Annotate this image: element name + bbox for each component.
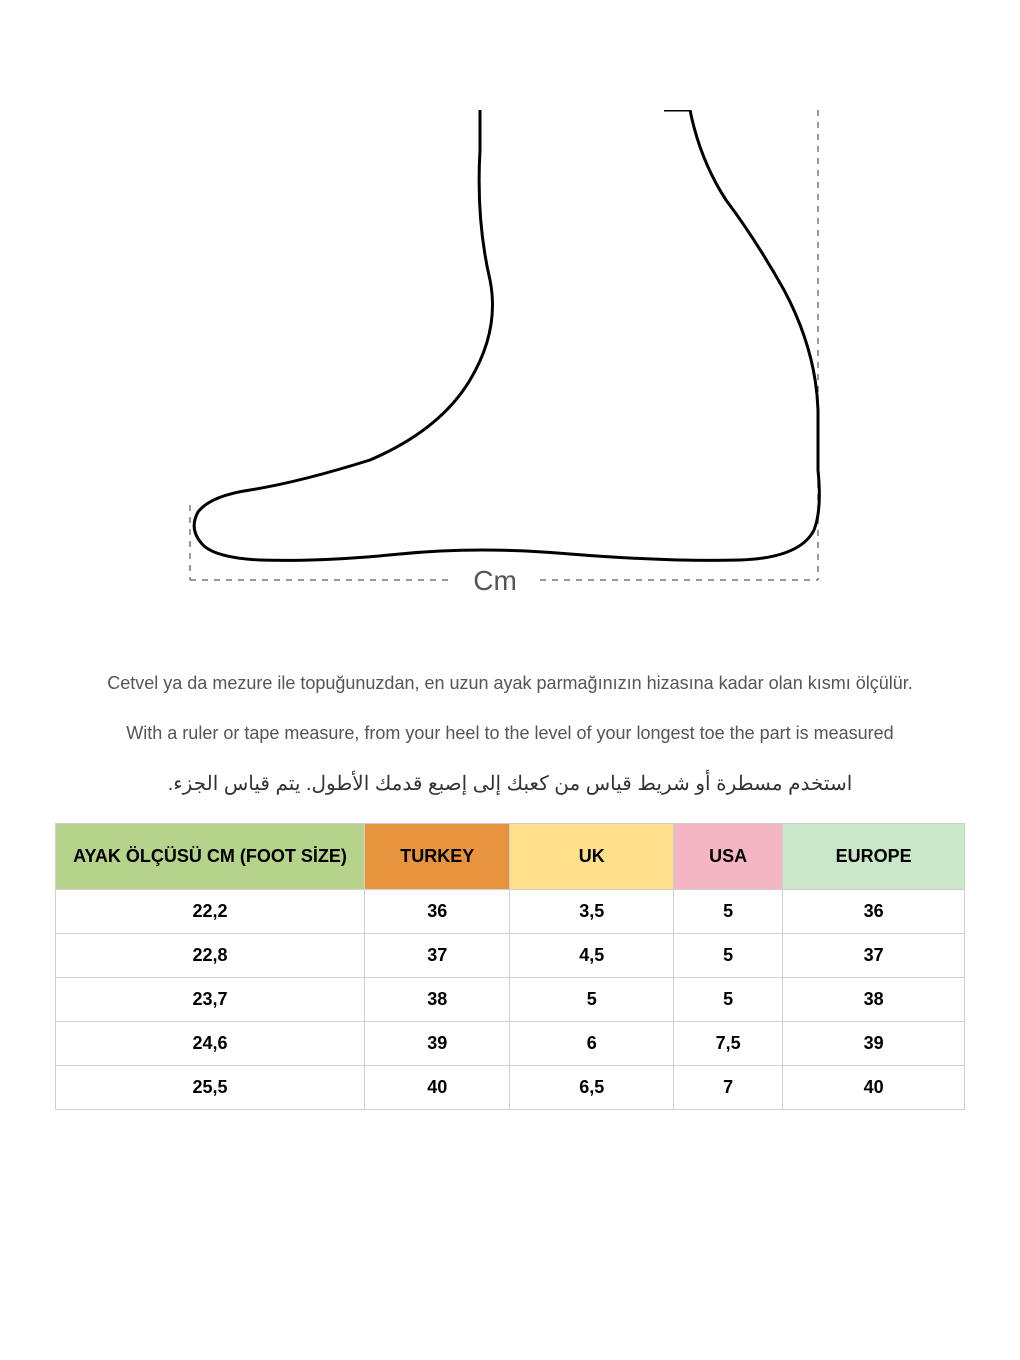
table-row: 23,7 38 5 5 38: [56, 978, 965, 1022]
table-row: 24,6 39 6 7,5 39: [56, 1022, 965, 1066]
page-root: Cm Cetvel ya da mezure ile topuğunuzdan,…: [0, 0, 1020, 1110]
size-table-header-row: AYAK ÖLÇÜSÜ CM (FOOT SİZE) TURKEY UK USA…: [56, 824, 965, 890]
table-row: 25,5 40 6,5 7 40: [56, 1066, 965, 1110]
cell: 24,6: [56, 1022, 365, 1066]
th-usa: USA: [674, 824, 783, 890]
cell: 5: [510, 978, 674, 1022]
cell: 6,5: [510, 1066, 674, 1110]
cell: 40: [783, 1066, 965, 1110]
cell: 6: [510, 1022, 674, 1066]
table-row: 22,8 37 4,5 5 37: [56, 934, 965, 978]
size-table-body: 22,2 36 3,5 5 36 22,8 37 4,5 5 37 23,7 3…: [56, 890, 965, 1110]
foot-outline-svg: Cm: [170, 110, 850, 630]
size-table: AYAK ÖLÇÜSÜ CM (FOOT SİZE) TURKEY UK USA…: [55, 823, 965, 1110]
th-turkey: TURKEY: [365, 824, 510, 890]
cell: 37: [365, 934, 510, 978]
instructions-block: Cetvel ya da mezure ile topuğunuzdan, en…: [55, 670, 965, 799]
table-row: 22,2 36 3,5 5 36: [56, 890, 965, 934]
cell: 7,5: [674, 1022, 783, 1066]
cell: 36: [365, 890, 510, 934]
cell: 39: [783, 1022, 965, 1066]
cell: 22,8: [56, 934, 365, 978]
instruction-tr: Cetvel ya da mezure ile topuğunuzdan, en…: [55, 670, 965, 696]
cell: 5: [674, 934, 783, 978]
cell: 22,2: [56, 890, 365, 934]
cell: 23,7: [56, 978, 365, 1022]
cell: 40: [365, 1066, 510, 1110]
instruction-ar: استخدم مسطرة أو شريط قياس من كعبك إلى إص…: [55, 770, 965, 799]
th-uk: UK: [510, 824, 674, 890]
th-europe: EUROPE: [783, 824, 965, 890]
cell: 37: [783, 934, 965, 978]
cell: 5: [674, 978, 783, 1022]
cell: 38: [783, 978, 965, 1022]
cell: 36: [783, 890, 965, 934]
cell: 25,5: [56, 1066, 365, 1110]
size-table-head: AYAK ÖLÇÜSÜ CM (FOOT SİZE) TURKEY UK USA…: [56, 824, 965, 890]
cell: 38: [365, 978, 510, 1022]
cell: 39: [365, 1022, 510, 1066]
foot-outline-path: [194, 110, 819, 560]
cell: 5: [674, 890, 783, 934]
unit-label: Cm: [473, 565, 517, 596]
cell: 3,5: [510, 890, 674, 934]
cell: 7: [674, 1066, 783, 1110]
th-foot-size: AYAK ÖLÇÜSÜ CM (FOOT SİZE): [56, 824, 365, 890]
foot-diagram: Cm: [55, 0, 965, 630]
instruction-en: With a ruler or tape measure, from your …: [55, 720, 965, 746]
cell: 4,5: [510, 934, 674, 978]
